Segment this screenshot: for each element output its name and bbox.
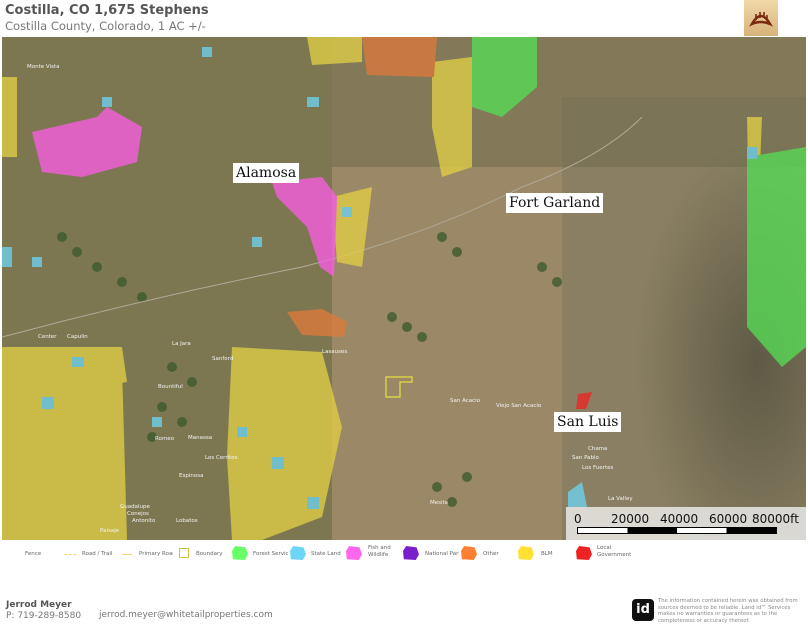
scale-label: 0 [574, 512, 582, 526]
town-label: Lasauses [322, 349, 348, 355]
local-government-area [576, 392, 592, 409]
town-label: Mesita [430, 500, 449, 506]
town-label: Sanford [212, 356, 234, 362]
irrigation-circles [57, 232, 562, 507]
legend-blm: BLM [541, 551, 553, 557]
national-park-swatch [403, 546, 419, 560]
town-label: Monte Vista [27, 64, 60, 70]
legend-fish-wildlife: Fish and Wildlife [368, 545, 391, 558]
primary-road-swatch [122, 554, 132, 555]
bear-paw-logo [744, 0, 778, 36]
town-label: Guadalupe [120, 504, 150, 510]
highway-road [1, 116, 643, 338]
town-label: Center [38, 334, 57, 340]
legend-national-park: National Park [425, 551, 459, 557]
state-land-parcels [2, 47, 757, 509]
town-label: La Jara [172, 341, 191, 347]
state-land-area [568, 482, 587, 507]
town-label: Manassa [188, 435, 213, 441]
agent-email[interactable]: jerrod.meyer@whitetailproperties.com [99, 610, 273, 620]
local-government-swatch [576, 546, 592, 560]
road-trail-swatch [64, 554, 76, 555]
legend-forest-service: Forest Service [253, 551, 288, 557]
scale-bar: 0 20000 40000 60000 80000ft [566, 507, 806, 540]
agent-phone: P: 719-289-8580 [6, 611, 82, 621]
town-label: Chama [588, 446, 608, 452]
town-label: La Valley [608, 496, 633, 502]
town-label: Paisaje [100, 528, 120, 534]
disclaimer: The information contained herein was obt… [658, 598, 798, 624]
legend-local-government: Local Government [597, 545, 632, 558]
legend-primary-road: Primary Road [139, 551, 173, 557]
agent-name: Jerrod Meyer [6, 600, 72, 610]
scale-label: 60000 [709, 512, 748, 526]
fish-wildlife-area [272, 177, 337, 277]
boundary-swatch [179, 548, 189, 558]
property-boundary [385, 376, 413, 398]
blm-area [227, 347, 342, 540]
scale-label: 80000ft [752, 512, 799, 526]
blm-swatch [518, 546, 534, 560]
city-label-alamosa: Alamosa [233, 163, 300, 183]
legend-other: Other [483, 551, 499, 557]
legend-fence: Fence [25, 551, 42, 557]
legend-state-land: State Land [311, 551, 341, 557]
city-label-fort-garland: Fort Garland [506, 193, 604, 213]
town-label: Los Fuertes [582, 465, 614, 471]
forest-service-swatch [232, 546, 248, 560]
town-label: Viejo San Acacio [496, 403, 542, 409]
town-label: Lobatos [176, 518, 198, 524]
blm-area [2, 347, 127, 540]
other-area [287, 37, 437, 337]
fish-wildlife-swatch [346, 546, 362, 560]
forest-service-area [747, 147, 806, 367]
city-label-san-luis: San Luis [554, 412, 622, 432]
scale-label: 20000 [611, 512, 650, 526]
town-label: Antonito [132, 518, 156, 524]
town-label: Espinosa [179, 473, 204, 479]
legend-road-trail: Road / Trail [82, 551, 113, 557]
page-subtitle: Costilla County, Colorado, 1 AC +/- [5, 19, 206, 33]
town-label: Capulin [67, 334, 88, 340]
other-swatch [461, 546, 477, 560]
town-label: Bountiful [158, 384, 183, 390]
town-label: Romeo [155, 436, 175, 442]
town-label: Conejos [127, 511, 149, 517]
forest-service-area [472, 37, 537, 117]
legend-boundary: Boundary [196, 551, 223, 557]
page-title: Costilla, CO 1,675 Stephens [5, 3, 209, 18]
town-label: Los Cerritos [205, 455, 238, 461]
land-id-logo: id [632, 599, 654, 621]
state-land-swatch [290, 546, 306, 560]
map-view[interactable]: Alamosa Fort Garland San Luis Monte Vist… [1, 37, 806, 540]
scale-label: 40000 [660, 512, 699, 526]
town-label: San Pablo [572, 455, 599, 461]
fish-wildlife-area [32, 107, 142, 177]
town-label: San Acacio [450, 398, 481, 404]
